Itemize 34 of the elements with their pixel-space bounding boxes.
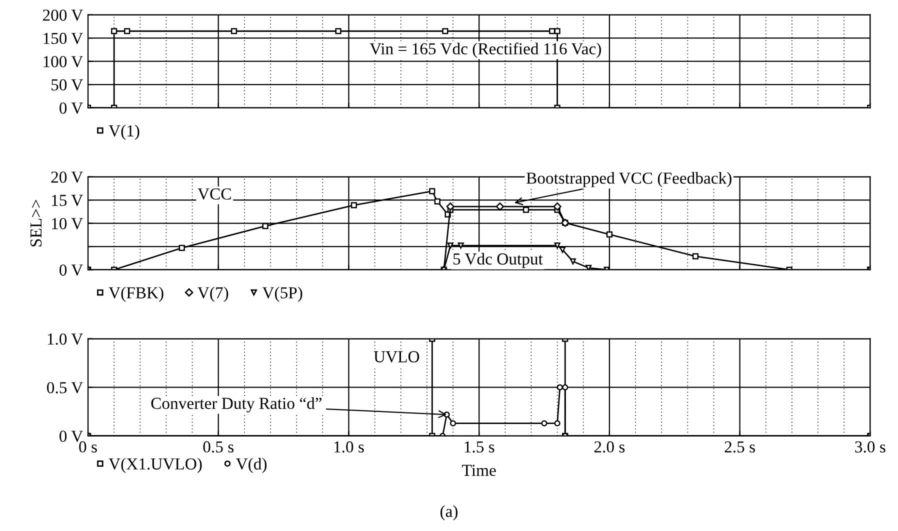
annotation: 5 Vdc Output (453, 252, 543, 268)
y-tick-label: 200 V (42, 10, 83, 21)
y-tick-label: 100 V (44, 56, 83, 68)
y-tick-label: 20 V (51, 172, 83, 183)
legend-label: V(X1.UVLO) (108, 458, 202, 473)
annotation: VCC (198, 188, 231, 200)
x-tick-label: 2.0 s (594, 441, 625, 453)
y-tick-label: 1.0 V (48, 333, 83, 345)
y-tick-label: 0.5 V (47, 382, 83, 394)
y-tick-label: 10 V (52, 218, 83, 230)
annotation: Bootstrapped VCC (Feedback) (526, 172, 732, 188)
annotation: UVLO (374, 351, 420, 362)
legend-label: V(5P) (262, 286, 302, 302)
x-tick-label: 1.0 s (334, 441, 364, 453)
x-axis-title: Time (462, 464, 496, 476)
y-tick-label: 15 V (52, 194, 83, 206)
y-axis-title: SEL>> (30, 200, 42, 246)
x-tick-label: 2.5 s (724, 441, 755, 453)
legend-label: V(d) (236, 458, 267, 473)
y-tick-label: 150 V (44, 32, 83, 44)
y-tick-label: 0 V (60, 264, 83, 276)
text: (a) (440, 505, 458, 520)
legend-label: V(FBK) (108, 286, 164, 302)
legend-label: V(7) (198, 286, 228, 302)
legend-label: V(1) (108, 124, 140, 140)
y-tick-label: 50 V (52, 79, 83, 91)
annotation: Converter Duty Ratio “d” (151, 397, 322, 412)
annotation: Vin = 165 Vdc (Rectified 116 Vac) (370, 42, 601, 58)
x-tick-label: 0 s (79, 441, 97, 453)
y-tick-label: 0 V (60, 430, 83, 442)
x-tick-label: 3.0 s (855, 441, 886, 453)
x-tick-label: 0.5 s (203, 441, 234, 453)
x-tick-label: 1.5 s (464, 441, 494, 453)
y-tick-label: 0 V (60, 102, 83, 114)
